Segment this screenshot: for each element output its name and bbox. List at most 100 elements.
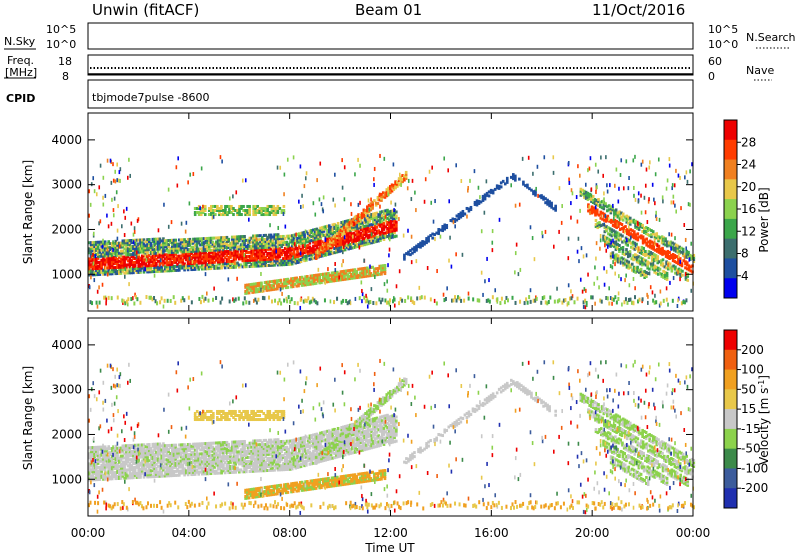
scatter-cell xyxy=(613,256,616,260)
scatter-cell xyxy=(246,246,250,250)
scatter-cell xyxy=(617,224,620,228)
scatter-cell xyxy=(109,463,112,467)
scatter-cell xyxy=(207,259,211,263)
scatter-cell xyxy=(618,212,621,216)
scatter-cell xyxy=(491,240,494,245)
scatter-cell xyxy=(377,229,380,233)
scatter-cell xyxy=(197,265,201,269)
scatter-cell xyxy=(352,239,356,243)
scatter-cell xyxy=(188,201,191,206)
scatter-cell xyxy=(119,462,123,466)
scatter-cell xyxy=(361,292,364,297)
scatter-cell xyxy=(222,262,225,266)
scatter-cell xyxy=(155,241,158,245)
scatter-cell xyxy=(112,260,116,264)
scatter-cell xyxy=(359,225,363,229)
scatter-cell xyxy=(93,265,96,269)
scatter-cell xyxy=(415,259,418,264)
scatter-cell xyxy=(687,254,690,258)
scatter-cell xyxy=(246,204,249,208)
scatter-cell xyxy=(634,286,636,291)
scatter-cell xyxy=(259,234,262,238)
scatter-cell xyxy=(491,248,494,253)
scatter-cell xyxy=(211,264,215,268)
scatter-cell xyxy=(652,243,656,247)
scatter-cell xyxy=(89,300,92,305)
scatter-cell xyxy=(425,237,428,241)
scatter-cell xyxy=(185,250,188,254)
scatter-cell xyxy=(662,237,664,242)
scatter-cell xyxy=(121,460,125,464)
scatter-cell xyxy=(116,468,119,472)
scatter-cell xyxy=(126,259,130,263)
scatter-cell xyxy=(352,237,356,241)
scatter-cell xyxy=(102,467,105,471)
scatter-cell xyxy=(140,250,144,254)
scatter-cell xyxy=(109,248,112,252)
scatter-cell xyxy=(357,157,359,162)
nsky-panel xyxy=(87,22,694,50)
scatter-cell xyxy=(167,267,171,271)
scatter-cell xyxy=(274,281,277,285)
scatter-cell xyxy=(169,238,172,242)
scatter-cell xyxy=(274,298,277,303)
scatter-cell xyxy=(222,248,225,252)
scatter-cell xyxy=(232,235,236,239)
scatter-cell xyxy=(209,250,213,254)
scatter-cell xyxy=(110,264,114,268)
scatter-cell xyxy=(347,237,350,241)
scatter-cell xyxy=(166,298,169,303)
scatter-cell xyxy=(316,301,319,306)
scatter-cell xyxy=(636,238,640,242)
scatter-cell xyxy=(98,266,102,270)
scatter-cell xyxy=(93,470,96,474)
scatter-cell xyxy=(132,472,135,476)
scatter-cell xyxy=(116,470,119,474)
scatter-cell xyxy=(357,267,360,271)
scatter-cell xyxy=(95,462,98,466)
scatter-cell xyxy=(91,243,95,247)
scatter-cell xyxy=(392,183,396,187)
scatter-cell xyxy=(283,250,287,254)
scatter-cell xyxy=(114,257,118,261)
scatter-cell xyxy=(126,255,130,259)
scatter-cell xyxy=(142,262,146,266)
scatter-cell xyxy=(313,278,316,282)
scatter-cell xyxy=(419,241,422,245)
scatter-cell xyxy=(654,256,658,260)
scatter-cell xyxy=(128,454,132,458)
scatter-cell xyxy=(209,256,213,260)
scatter-cell xyxy=(269,239,273,243)
scatter-cell xyxy=(347,243,350,247)
scatter-cell xyxy=(614,214,618,218)
scatter-cell xyxy=(162,237,165,241)
scatter-cell xyxy=(162,253,165,257)
scatter-cell xyxy=(102,202,105,207)
scatter-cell xyxy=(112,241,116,245)
scatter-cell xyxy=(139,238,142,242)
scatter-cell xyxy=(188,256,191,261)
scatter-cell xyxy=(659,301,662,306)
scatter-cell xyxy=(615,237,619,241)
scatter-cell xyxy=(285,250,289,254)
scatter-cell xyxy=(293,278,297,282)
scatter-cell xyxy=(378,297,381,302)
scatter-cell xyxy=(112,247,116,251)
scatter-cell xyxy=(110,463,114,467)
scatter-cell xyxy=(98,240,102,244)
scatter-cell xyxy=(104,266,107,271)
scatter-cell xyxy=(128,239,132,243)
scatter-cell xyxy=(404,170,408,174)
scatter-cell xyxy=(100,240,103,244)
scatter-cell xyxy=(658,267,662,271)
scatter-cell xyxy=(586,191,590,195)
scatter-cell xyxy=(199,255,202,259)
scatter-cell xyxy=(103,250,107,254)
colorbar-tick-label: 4 xyxy=(741,269,749,283)
scatter-cell xyxy=(236,237,239,241)
scatter-cell xyxy=(404,176,408,180)
scatter-cell xyxy=(343,271,346,275)
scatter-cell xyxy=(637,227,641,231)
scatter-cell xyxy=(308,241,312,245)
scatter-cell xyxy=(373,199,376,203)
